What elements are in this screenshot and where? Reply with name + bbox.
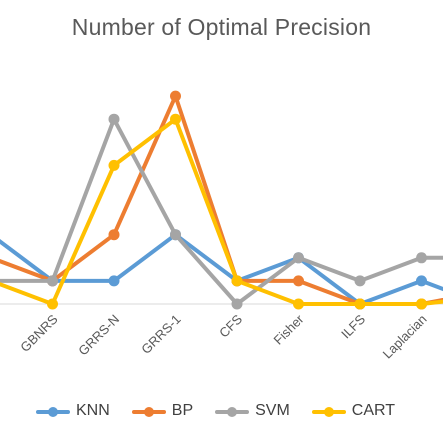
data-point-bp (293, 275, 304, 287)
legend-item-svm: SVM (215, 402, 290, 420)
data-point-cart (293, 298, 304, 310)
data-point-cart (47, 298, 58, 310)
data-point-svm (293, 252, 304, 264)
data-point-cart (170, 113, 181, 125)
legend-label: KNN (76, 402, 110, 419)
x-tick-label: GRRS-1 (138, 312, 183, 357)
data-point-svm (231, 298, 243, 310)
legend-swatch (215, 404, 250, 418)
data-point-cart (354, 298, 366, 310)
legend-item-knn: KNN (36, 402, 110, 420)
data-point-bp (170, 90, 181, 102)
data-point-cart (416, 298, 427, 310)
data-point-svm (416, 252, 427, 264)
chart-title: Number of Optimal Precision (71, 14, 372, 40)
legend-label: CART (351, 402, 396, 419)
data-point-cart (108, 159, 120, 171)
legend-swatch (36, 404, 70, 418)
series-cart (0, 113, 443, 310)
data-point-svm (354, 275, 366, 287)
data-point-svm (108, 113, 120, 125)
data-point-knn (108, 275, 120, 287)
x-tick-label: GRRS-N (75, 312, 122, 359)
legend-item-bp: BP (131, 402, 194, 420)
legend: KNN BP SVM CART (36, 402, 395, 420)
legend-label: BP (171, 402, 194, 419)
data-point-cart (231, 275, 243, 287)
legend-label: SVM (255, 402, 290, 419)
legend-item-cart: CART (311, 402, 396, 420)
data-point-bp (108, 229, 120, 241)
x-tick-label: CFS (216, 311, 245, 340)
series-svm (0, 113, 443, 310)
legend-swatch (131, 404, 166, 418)
x-tick-label: Fisher (270, 311, 307, 348)
data-point-svm (170, 229, 181, 241)
x-tick-label: Laplacian (380, 312, 430, 362)
data-point-svm (47, 275, 58, 287)
data-point-knn (416, 275, 427, 287)
x-tick-label: ILFS (338, 311, 368, 341)
legend-swatch (311, 404, 346, 418)
x-tick-label: GBNRS (17, 311, 61, 355)
